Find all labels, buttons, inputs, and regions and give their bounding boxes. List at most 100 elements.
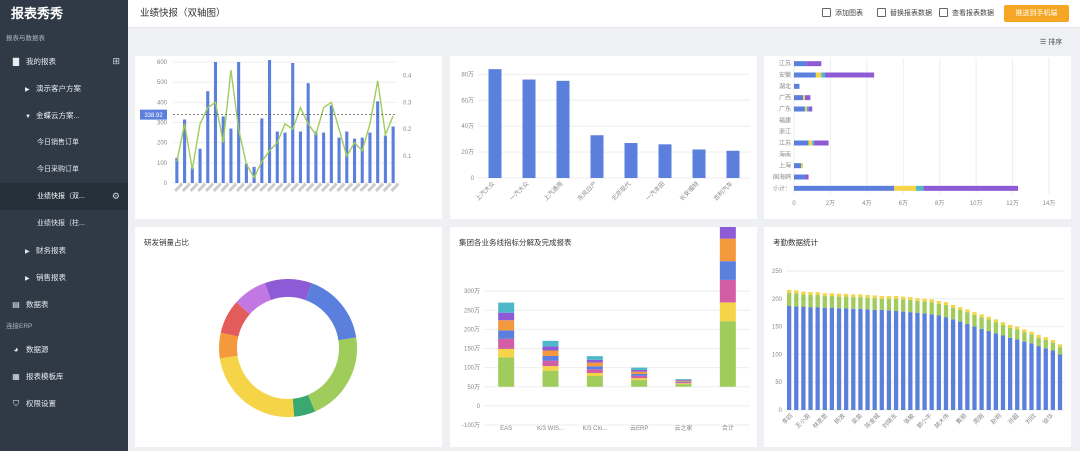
bar-segment <box>821 72 825 78</box>
bar-segment <box>1022 341 1027 410</box>
bar-segment <box>1007 324 1013 328</box>
view-data-button[interactable]: 查看报表数据 <box>939 8 994 18</box>
x-tick-label <box>289 182 300 192</box>
sort-button[interactable]: ☰ 排序 <box>1040 37 1062 47</box>
y-tick-label: 100 <box>157 161 168 167</box>
grid-icon: ▦ <box>12 372 20 381</box>
sidebar-item-label: 金蝶云方案... <box>36 111 80 120</box>
y-tick-label: 0 <box>471 176 475 182</box>
y-tick-label: 600 <box>157 60 168 66</box>
bar-segment <box>498 357 515 387</box>
bar <box>590 135 604 178</box>
bar-segment <box>950 319 956 410</box>
bar <box>360 137 364 183</box>
sidebar-item-label: 今日采购订单 <box>37 166 79 173</box>
bar-segment <box>922 298 927 302</box>
sidebar-item-kingdee[interactable]: ▼ 金蝶云方案... <box>0 102 128 129</box>
y-tick-label: -100万 <box>462 422 480 429</box>
bar-segment <box>943 302 949 305</box>
y-tick-label: 250 <box>772 269 783 275</box>
donut-chart-card: 研发销量占比 <box>135 227 442 447</box>
bar <box>198 148 202 183</box>
bar-segment <box>808 140 813 146</box>
bar-segment <box>979 314 984 318</box>
sidebar-item-my-reports[interactable]: ▇ 我的报表 ⊞ <box>0 48 128 75</box>
x-tick-label: 刘欣 <box>1024 412 1038 426</box>
bar-segment <box>844 308 849 410</box>
sidebar-item-templates[interactable]: ▦ 报表模板库 <box>0 363 128 390</box>
table-icon: ▤ <box>12 300 20 309</box>
bar-segment <box>631 378 648 381</box>
y2-tick-label: 0.2 <box>403 127 412 133</box>
bar-segment <box>916 185 924 191</box>
bar-segment <box>794 185 895 191</box>
bar-segment <box>965 309 970 313</box>
replace-data-button[interactable]: 替换报表数据 <box>877 8 932 18</box>
sidebar-item-datasheet[interactable]: ▤ 数据表 <box>0 291 128 318</box>
bar-segment <box>498 338 515 349</box>
x-tick-label: 张敏 <box>902 412 916 426</box>
y-tick-label: 150万 <box>464 346 480 353</box>
dual-axis-chart-card: 0 100 200 300 400 500 600 0.1 0.2 0.3 0.4 338.92 <box>135 56 442 219</box>
bar-segment <box>1029 343 1034 410</box>
y-tick-label: 100 <box>772 352 783 358</box>
sidebar-item-sales-orders[interactable]: 今日销售订单 <box>0 129 128 156</box>
pie-slice <box>307 337 357 412</box>
bar-segment <box>822 307 827 410</box>
sidebar-item-purchase-orders[interactable]: 今日采购订单 <box>0 156 128 183</box>
bar-segment <box>498 330 515 339</box>
x-tick-label <box>374 182 385 192</box>
bar-segment <box>794 72 816 78</box>
bar <box>244 163 248 183</box>
sidebar-item-datasource[interactable]: ◕ 数据源 <box>0 336 128 363</box>
bar-segment <box>901 299 906 312</box>
bar-segment <box>986 316 991 320</box>
add-report-icon[interactable]: ⊞ <box>112 56 120 66</box>
x-tick-label: 郭小平 <box>915 412 933 430</box>
sidebar-item-sales[interactable]: ▶ 销售报表 <box>0 264 128 291</box>
bar-segment <box>829 293 835 297</box>
permission-label: 权限设置 <box>26 399 56 408</box>
bar-segment <box>893 298 899 312</box>
bar <box>391 126 395 183</box>
add-chart-button[interactable]: 添加图表 <box>822 8 863 18</box>
y-tick-label: 250万 <box>464 307 480 314</box>
bar-segment <box>808 292 813 295</box>
sidebar-item-bar-report[interactable]: 业绩快报（柱... <box>0 210 128 237</box>
pie-slice <box>305 283 357 341</box>
x-tick-label: 陈金城 <box>863 412 881 430</box>
bar-segment <box>908 312 913 410</box>
topbar: 业绩快报（双轴图） 添加图表 替换报表数据 查看报表数据 推送到手机端 <box>128 0 1080 28</box>
bar <box>522 79 536 178</box>
caret-right-icon: ▶ <box>25 87 30 93</box>
sidebar-item-dual-axis[interactable]: 业绩快报（双... ⚙ <box>0 183 128 210</box>
gear-icon[interactable]: ⚙ <box>111 191 120 201</box>
bar-segment <box>675 382 692 384</box>
push-to-mobile-button[interactable]: 推送到手机端 <box>1004 5 1069 22</box>
sidebar-item-permissions[interactable]: ⛉ 权限设置 <box>0 390 128 417</box>
y-tick-label: 上海 <box>779 162 791 170</box>
sidebar-item-finance[interactable]: ▶ 财务报表 <box>0 237 128 264</box>
x-tick-label <box>228 182 238 192</box>
y-tick-label: 40万 <box>461 123 474 130</box>
datasheet-label: 数据表 <box>26 300 49 309</box>
y-tick-label: 500 <box>157 80 168 86</box>
bar <box>692 149 706 178</box>
bar-segment <box>719 227 736 239</box>
x-tick-label: 云ERP <box>630 425 648 432</box>
bar-segment <box>801 291 806 295</box>
caret-right-icon: ▶ <box>25 249 30 255</box>
y-tick-label: 福建 <box>779 116 791 124</box>
bar-segment <box>794 140 809 146</box>
sidebar-item-demo[interactable]: ▶ 演示客户方案 <box>0 75 128 102</box>
bar-segment <box>1015 329 1020 340</box>
y-tick-label: 80万 <box>461 71 474 78</box>
bar <box>488 69 502 178</box>
bar <box>206 91 210 183</box>
reference-label-bg <box>140 109 167 120</box>
bar-segment <box>787 292 792 307</box>
bar-segment <box>972 312 977 315</box>
pie-icon: ◕ <box>13 345 19 354</box>
y-tick-label: 广西 <box>779 94 791 102</box>
bar-segment <box>822 296 827 308</box>
